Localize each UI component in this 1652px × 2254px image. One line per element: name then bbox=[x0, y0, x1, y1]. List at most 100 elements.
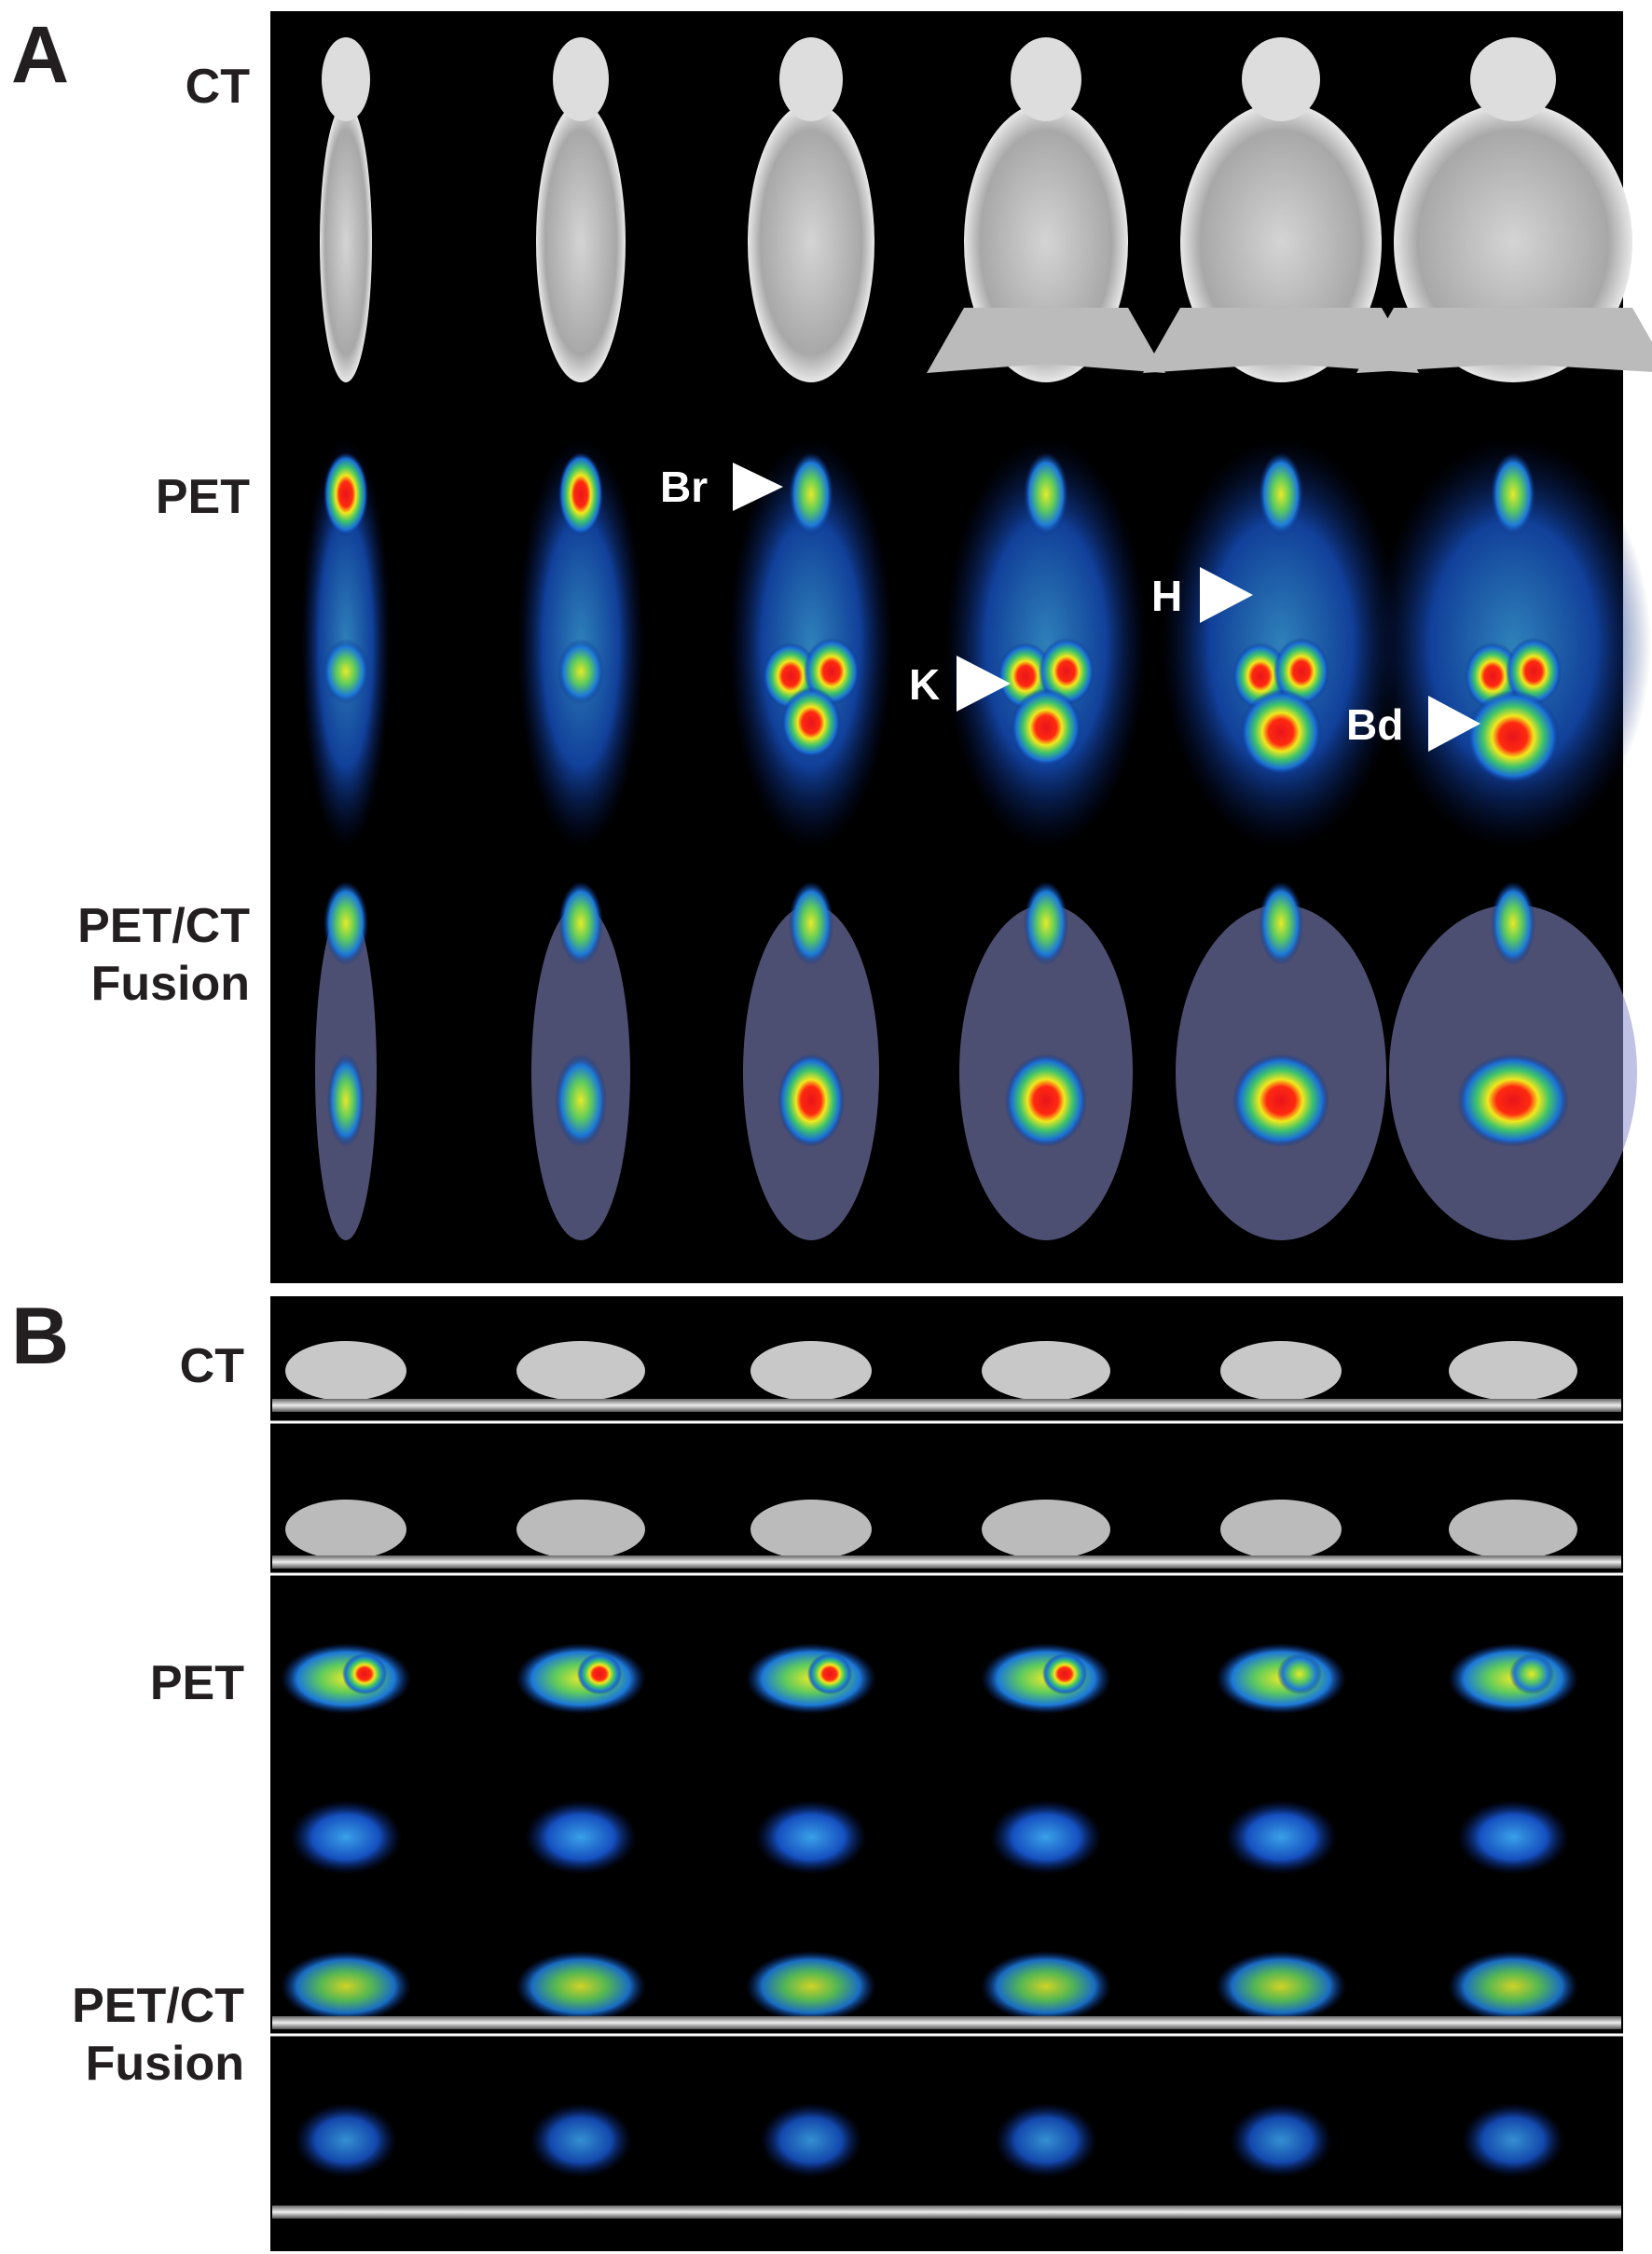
fusion-section bbox=[530, 2103, 632, 2178]
panel-label: A bbox=[11, 10, 69, 100]
ct-section bbox=[516, 1500, 645, 1559]
row-label: Fusion bbox=[91, 957, 250, 1011]
pet-hotspot bbox=[1277, 1653, 1322, 1694]
row-label: CT bbox=[186, 60, 251, 114]
ct-head bbox=[553, 37, 609, 121]
pet-brain bbox=[789, 452, 833, 536]
row-label: Fusion bbox=[86, 2037, 244, 2091]
fusion-uptake bbox=[327, 1054, 365, 1147]
pet-kidney bbox=[1506, 638, 1562, 705]
pet-brain bbox=[1259, 452, 1303, 536]
arrowhead bbox=[1428, 696, 1480, 752]
fusion-head bbox=[1491, 881, 1535, 965]
pet-bladder bbox=[1466, 690, 1560, 783]
ct-section bbox=[750, 1341, 872, 1401]
fusion-section bbox=[1216, 1951, 1346, 2022]
pet-brain bbox=[558, 452, 603, 536]
ct-section bbox=[1220, 1500, 1342, 1559]
pet-brain bbox=[324, 452, 368, 536]
scanner-bed bbox=[272, 2016, 1621, 2029]
fusion-section bbox=[281, 1951, 411, 2022]
ct-section bbox=[982, 1500, 1110, 1559]
annotation: Bd bbox=[1346, 700, 1403, 749]
fusion-head bbox=[1024, 881, 1068, 965]
ct-head bbox=[779, 37, 843, 121]
fusion-head bbox=[1259, 881, 1303, 965]
pet-hotspot bbox=[342, 1653, 387, 1694]
row-label: PET/CT bbox=[77, 899, 250, 953]
fusion-head bbox=[324, 881, 368, 965]
pet-glow bbox=[945, 438, 1147, 849]
fusion-section bbox=[516, 1951, 646, 2022]
pet-kidney bbox=[323, 639, 369, 704]
fusion-section bbox=[1462, 2103, 1564, 2178]
ct-head bbox=[1011, 37, 1081, 121]
ct-body bbox=[536, 103, 626, 382]
row-label: PET bbox=[156, 470, 250, 524]
panel-b-image bbox=[270, 1296, 1623, 2251]
pet-section bbox=[1225, 1800, 1337, 1874]
pet-bladder bbox=[1240, 689, 1322, 775]
pet-kidney bbox=[1273, 638, 1329, 705]
pet-hotspot bbox=[1509, 1653, 1554, 1694]
fusion-section bbox=[760, 2103, 862, 2178]
pet-section bbox=[1457, 1800, 1569, 1874]
fusion-section bbox=[981, 1951, 1111, 2022]
arrowhead bbox=[957, 656, 1011, 712]
fusion-section bbox=[1230, 2103, 1332, 2178]
fusion-section bbox=[1448, 1951, 1578, 2022]
ct-section bbox=[285, 1341, 406, 1401]
pet-section bbox=[290, 1800, 402, 1874]
ct-section bbox=[285, 1500, 406, 1559]
pet-hotspot bbox=[807, 1653, 852, 1694]
scanner-bed bbox=[272, 2206, 1621, 2219]
annotation: K bbox=[909, 660, 940, 709]
ct-legs bbox=[1356, 308, 1652, 373]
ct-head bbox=[322, 37, 370, 121]
fusion-uptake bbox=[555, 1054, 607, 1147]
pet-glow bbox=[1375, 438, 1651, 849]
pet-hotspot bbox=[1042, 1653, 1087, 1694]
pet-brain bbox=[1024, 452, 1068, 536]
fusion-section bbox=[995, 2103, 1097, 2178]
pet-section bbox=[990, 1800, 1102, 1874]
pet-section bbox=[755, 1800, 867, 1874]
fusion-uptake bbox=[778, 1054, 845, 1147]
row-label: CT bbox=[180, 1339, 245, 1393]
fusion-section bbox=[746, 1951, 876, 2022]
annotation: H bbox=[1151, 572, 1182, 620]
fusion-uptake bbox=[1005, 1054, 1087, 1147]
ct-legs bbox=[1143, 308, 1419, 373]
pet-bladder bbox=[1011, 688, 1081, 767]
panel-label: B bbox=[11, 1292, 69, 1381]
ct-section bbox=[1449, 1500, 1577, 1559]
fusion-head bbox=[789, 881, 833, 965]
ct-section bbox=[1449, 1341, 1577, 1401]
pet-glow bbox=[1162, 438, 1400, 849]
ct-body bbox=[320, 103, 372, 382]
row-label: PET bbox=[150, 1656, 244, 1710]
fusion-head bbox=[558, 881, 603, 965]
pet-glow bbox=[729, 438, 893, 849]
ct-head bbox=[1470, 37, 1556, 121]
ct-section bbox=[1220, 1341, 1342, 1401]
arrowhead bbox=[733, 463, 783, 511]
annotation: Br bbox=[660, 463, 708, 511]
ct-legs bbox=[927, 308, 1165, 373]
pet-section bbox=[525, 1800, 637, 1874]
pet-bladder bbox=[781, 687, 841, 758]
pet-kidney bbox=[1039, 638, 1094, 705]
ct-section bbox=[750, 1500, 872, 1559]
pet-brain bbox=[1491, 452, 1535, 536]
pet-hotspot bbox=[577, 1653, 622, 1694]
fusion-uptake bbox=[1232, 1054, 1329, 1147]
ct-section bbox=[982, 1341, 1110, 1401]
ct-section bbox=[516, 1341, 645, 1401]
scanner-bed bbox=[272, 1556, 1621, 1569]
ct-head bbox=[1242, 37, 1320, 121]
arrowhead bbox=[1200, 567, 1253, 623]
ct-body bbox=[748, 103, 874, 382]
fusion-uptake bbox=[1457, 1054, 1569, 1147]
